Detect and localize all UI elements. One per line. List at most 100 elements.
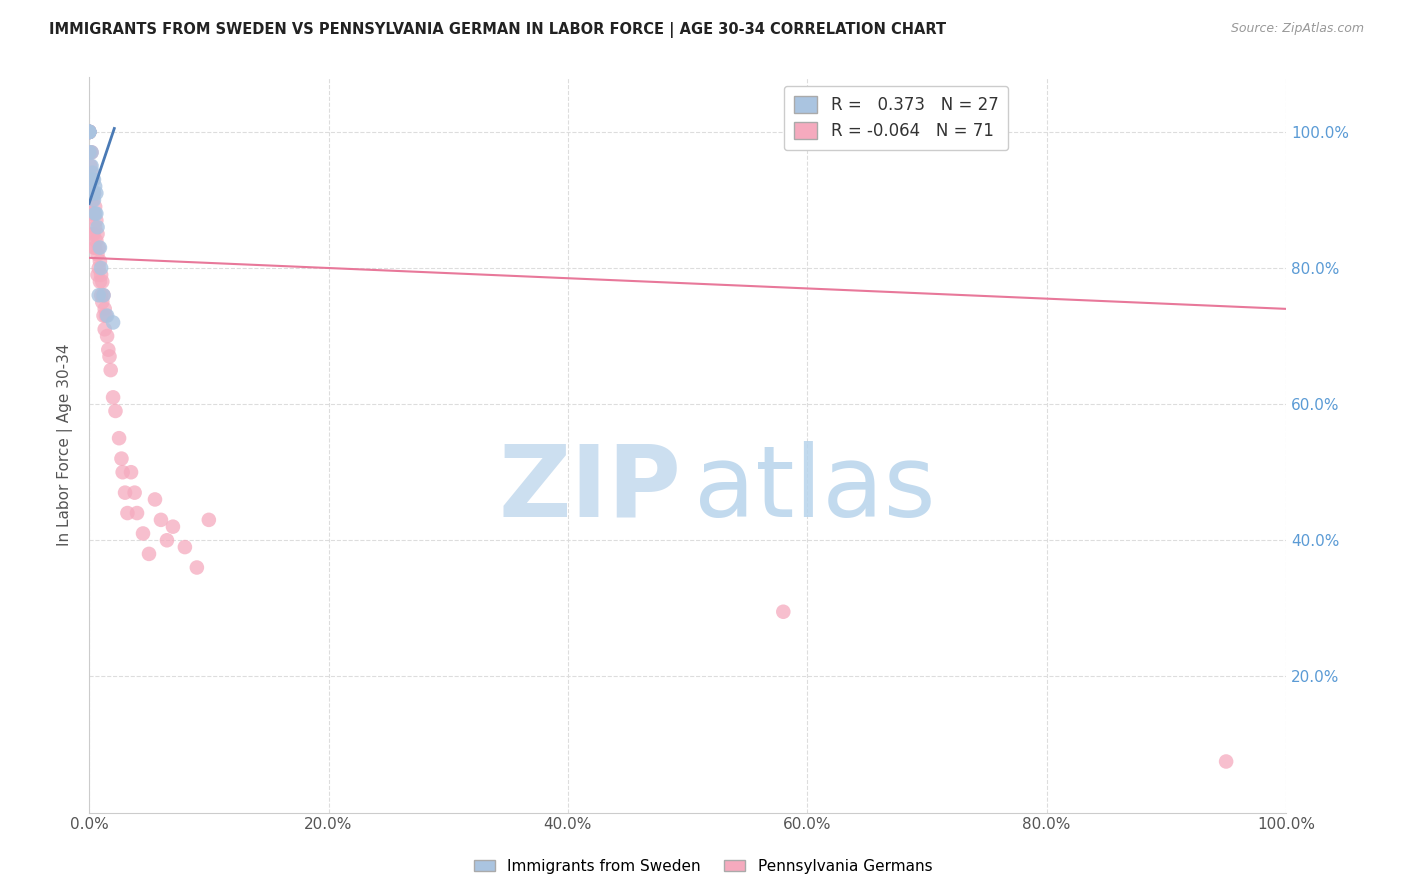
Point bbox=[77, 125, 100, 139]
Point bbox=[77, 125, 100, 139]
Point bbox=[80, 206, 103, 220]
Point bbox=[90, 268, 112, 282]
Point bbox=[198, 513, 221, 527]
Point bbox=[101, 316, 124, 330]
Point bbox=[86, 234, 108, 248]
Point bbox=[77, 125, 100, 139]
Point bbox=[77, 125, 100, 139]
Point bbox=[80, 145, 103, 160]
Point bbox=[156, 533, 179, 548]
Point bbox=[174, 540, 197, 554]
Point bbox=[104, 404, 127, 418]
Point bbox=[83, 227, 105, 241]
Point bbox=[83, 186, 105, 201]
Point bbox=[84, 241, 107, 255]
Point bbox=[77, 125, 100, 139]
Point bbox=[86, 220, 108, 235]
Point bbox=[86, 247, 108, 261]
Legend: R =   0.373   N = 27, R = -0.064   N = 71: R = 0.373 N = 27, R = -0.064 N = 71 bbox=[785, 86, 1008, 151]
Point bbox=[77, 125, 100, 139]
Point bbox=[77, 125, 100, 139]
Point bbox=[91, 275, 114, 289]
Point bbox=[93, 322, 115, 336]
Point bbox=[77, 125, 100, 139]
Legend: Immigrants from Sweden, Pennsylvania Germans: Immigrants from Sweden, Pennsylvania Ger… bbox=[468, 853, 938, 880]
Point bbox=[82, 166, 104, 180]
Point bbox=[87, 260, 110, 275]
Point bbox=[82, 227, 104, 241]
Point bbox=[77, 125, 100, 139]
Point bbox=[77, 125, 100, 139]
Point bbox=[108, 431, 131, 445]
Point bbox=[82, 172, 104, 186]
Point bbox=[77, 125, 100, 139]
Point bbox=[79, 186, 101, 201]
Point bbox=[93, 288, 115, 302]
Point bbox=[86, 268, 108, 282]
Point bbox=[138, 547, 160, 561]
Point bbox=[117, 506, 139, 520]
Point bbox=[77, 125, 100, 139]
Point bbox=[77, 125, 100, 139]
Y-axis label: In Labor Force | Age 30-34: In Labor Force | Age 30-34 bbox=[58, 343, 73, 546]
Point bbox=[93, 309, 115, 323]
Point bbox=[94, 309, 117, 323]
Point bbox=[100, 363, 122, 377]
Point bbox=[101, 390, 124, 404]
Point bbox=[84, 220, 107, 235]
Point bbox=[82, 172, 104, 186]
Text: IMMIGRANTS FROM SWEDEN VS PENNSYLVANIA GERMAN IN LABOR FORCE | AGE 30-34 CORRELA: IMMIGRANTS FROM SWEDEN VS PENNSYLVANIA G… bbox=[49, 22, 946, 38]
Point bbox=[89, 241, 111, 255]
Point bbox=[77, 125, 100, 139]
Point bbox=[82, 206, 104, 220]
Point bbox=[80, 145, 103, 160]
Point bbox=[125, 506, 148, 520]
Point bbox=[84, 200, 107, 214]
Point bbox=[1215, 755, 1237, 769]
Point bbox=[83, 206, 105, 220]
Point bbox=[96, 309, 118, 323]
Point bbox=[96, 329, 118, 343]
Point bbox=[110, 451, 132, 466]
Point bbox=[86, 227, 108, 241]
Text: ZIP: ZIP bbox=[499, 441, 682, 538]
Point bbox=[97, 343, 120, 357]
Point bbox=[86, 206, 108, 220]
Point bbox=[80, 159, 103, 173]
Point bbox=[87, 241, 110, 255]
Point bbox=[77, 145, 100, 160]
Point bbox=[111, 465, 134, 479]
Point bbox=[772, 605, 794, 619]
Point bbox=[80, 166, 103, 180]
Point bbox=[77, 125, 100, 139]
Point bbox=[83, 241, 105, 255]
Point bbox=[114, 485, 136, 500]
Point bbox=[82, 186, 104, 201]
Point bbox=[83, 193, 105, 207]
Point bbox=[124, 485, 146, 500]
Point bbox=[149, 513, 172, 527]
Point bbox=[77, 125, 100, 139]
Text: atlas: atlas bbox=[693, 441, 935, 538]
Point bbox=[84, 206, 107, 220]
Point bbox=[79, 145, 101, 160]
Point bbox=[82, 193, 104, 207]
Point bbox=[86, 186, 108, 201]
Point bbox=[83, 186, 105, 201]
Point bbox=[80, 186, 103, 201]
Point bbox=[90, 260, 112, 275]
Point bbox=[132, 526, 155, 541]
Point bbox=[89, 254, 111, 268]
Point bbox=[89, 275, 111, 289]
Text: Source: ZipAtlas.com: Source: ZipAtlas.com bbox=[1230, 22, 1364, 36]
Point bbox=[162, 519, 184, 533]
Point bbox=[84, 179, 107, 194]
Point bbox=[79, 159, 101, 173]
Point bbox=[93, 301, 115, 316]
Point bbox=[90, 288, 112, 302]
Point bbox=[120, 465, 142, 479]
Point bbox=[79, 172, 101, 186]
Point bbox=[91, 295, 114, 310]
Point bbox=[87, 288, 110, 302]
Point bbox=[143, 492, 166, 507]
